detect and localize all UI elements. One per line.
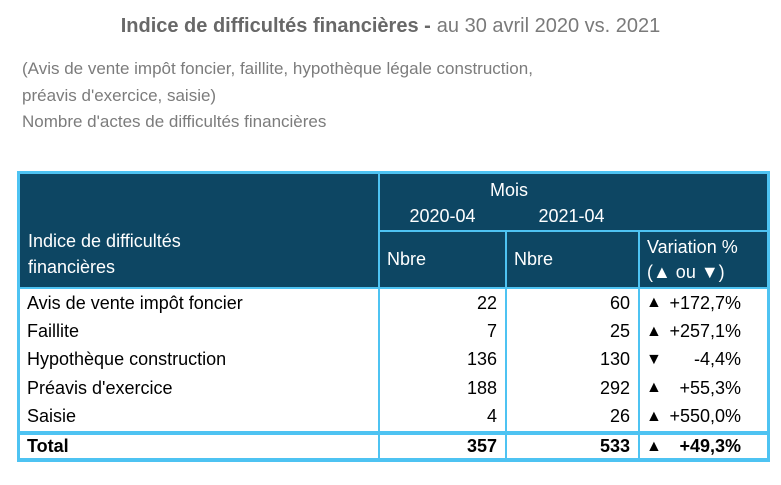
arrow-up-icon: ▲ <box>646 294 662 312</box>
variation-value: +172,7% <box>669 292 741 313</box>
total-2020: 357 <box>380 433 505 458</box>
row-label: Saisie <box>27 406 77 427</box>
arrow-up-icon: ▲ <box>646 407 662 425</box>
variation-value: -4,4% <box>693 349 741 370</box>
variation-value: +550,0% <box>669 406 741 427</box>
subtitle-line-1: (Avis de vente impôt foncier, faillite, … <box>22 59 533 78</box>
variation-value: +257,1% <box>669 321 741 342</box>
header-variation-line2: (▲ ou ▼) <box>647 262 725 282</box>
column-2020-values: 22 7 136 188 4 <box>380 289 505 431</box>
variation-cell: ▲ +550,0% <box>640 403 767 431</box>
header-nbre-2020: Nbre <box>380 232 505 287</box>
column-labels: Avis de vente impôt foncier Faillite Hyp… <box>20 289 378 431</box>
header-periods: 2020-04 2021-04 <box>380 203 767 229</box>
value-2020: 136 <box>466 349 497 370</box>
column-2021-values: 60 25 130 292 26 <box>507 289 638 431</box>
total-2021: 533 <box>507 433 638 458</box>
variation-cell: ▲ +257,1% <box>640 317 767 345</box>
value-2021: 26 <box>609 406 630 427</box>
header-row-title-line1: Indice de difficultés <box>28 231 181 251</box>
page-title-main: Indice de difficultés financières - <box>120 15 431 37</box>
arrow-up-icon: ▲ <box>646 379 662 397</box>
variation-cell: ▲ +55,3% <box>640 374 767 402</box>
variation-cell: ▲ +172,7% <box>640 289 767 317</box>
header-mois-label: Mois <box>489 180 528 200</box>
subtitle-line-2: préavis d'exercice, saisie) <box>22 85 217 105</box>
value-2020: 4 <box>486 406 497 427</box>
value-2021: 25 <box>609 321 630 342</box>
header-mois-group: Mois 2020-04 2021-04 <box>380 174 767 230</box>
value-2021: 292 <box>599 377 630 398</box>
total-variation-cell: ▲ +49,3% <box>640 433 767 458</box>
header-period-2020: 2020-04 <box>409 206 476 226</box>
variation-value: +55,3% <box>679 377 741 398</box>
page-title-period: au 30 avril 2020 vs. 2021 <box>436 15 661 37</box>
value-2021: 60 <box>609 292 630 313</box>
financial-difficulties-table: Indice de difficultés financières Mois 2… <box>17 171 770 462</box>
row-label: Préavis d'exercice <box>27 377 173 398</box>
value-2020: 188 <box>466 377 497 398</box>
row-label: Hypothèque construction <box>27 349 227 370</box>
arrow-up-icon: ▲ <box>646 322 662 340</box>
header-period-2021: 2021-04 <box>538 206 605 226</box>
header-variation: Variation % (▲ ou ▼) <box>640 232 767 287</box>
row-label: Avis de vente impôt foncier <box>27 292 243 313</box>
value-2020: 22 <box>476 292 497 313</box>
page-title: Indice de difficultés financières - au 30… <box>0 15 781 38</box>
variation-cell: ▼ -4,4% <box>640 346 767 374</box>
header-row-title: Indice de difficultés financières <box>20 174 378 287</box>
subtitle-block: (Avis de vente impôt foncier, faillite, … <box>22 56 533 136</box>
value-2020: 7 <box>486 321 497 342</box>
column-variation: ▲ +172,7% ▲ +257,1% ▼ -4,4% ▲ +55,3% ▲ +… <box>640 289 767 431</box>
header-nbre-2021: Nbre <box>507 232 638 287</box>
arrow-down-icon: ▼ <box>646 350 662 368</box>
arrow-up-icon: ▲ <box>646 437 662 455</box>
header-row-title-line2: financières <box>28 257 116 277</box>
header-variation-line1: Variation % <box>647 237 738 257</box>
total-label: Total <box>20 433 378 458</box>
value-2021: 130 <box>599 349 630 370</box>
row-label: Faillite <box>27 321 80 342</box>
total-variation-value: +49,3% <box>679 436 741 456</box>
subtitle-line-3: Nombre d'actes de difficultés financière… <box>22 112 327 131</box>
